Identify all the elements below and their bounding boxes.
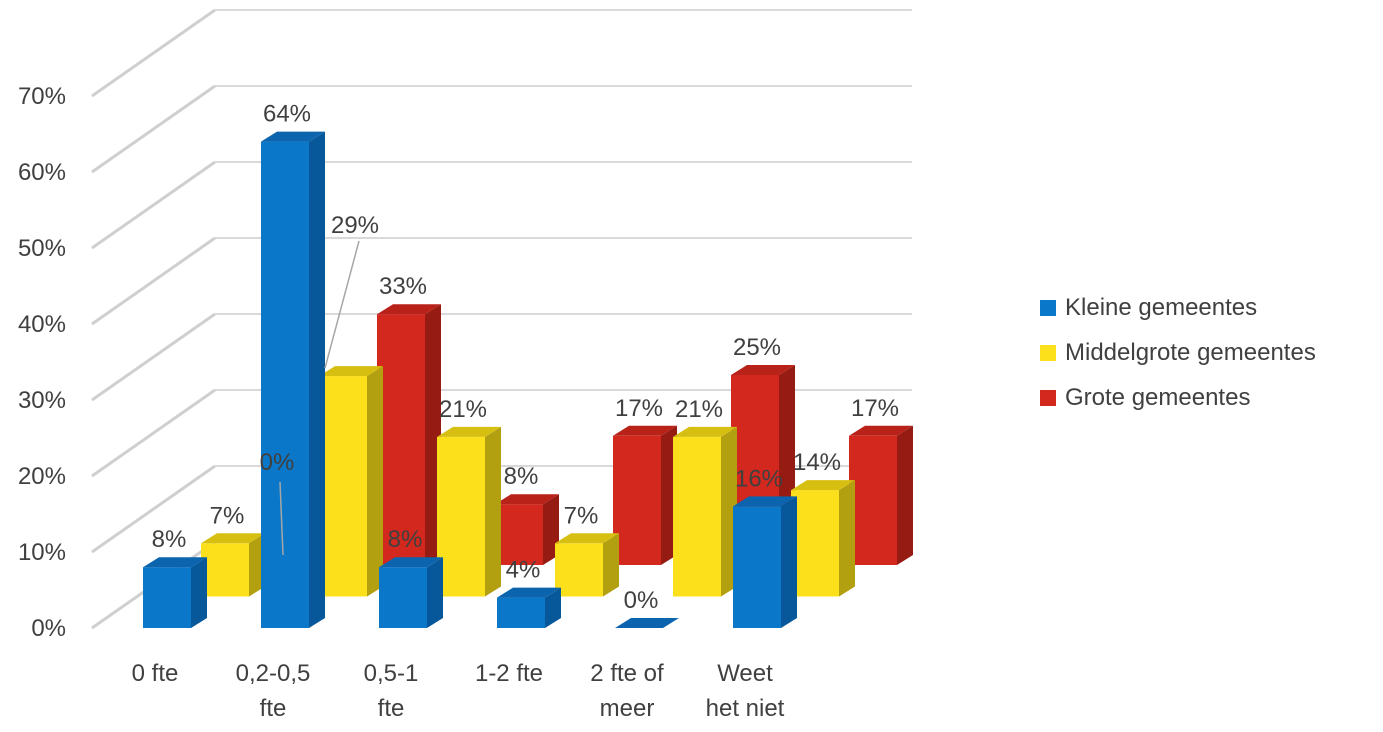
y-tick-label: 60% [18,159,66,186]
gridline-wall [92,10,215,96]
x-tick-label: Weet [717,660,773,687]
gridline-wall [92,238,215,324]
gridline-wall [92,86,215,172]
data-label-kleine-gemeentes-0-2-0-5-fte: 64% [263,101,311,128]
bar-side-kleine-gemeentes-0-5-1-fte [427,557,443,628]
bar-side-middelgrote-gemeentes-weet-het-niet [839,480,855,596]
y-tick-label: 0% [31,615,66,642]
data-label-middelgrote-gemeentes-1-2-fte: 7% [564,502,599,529]
bar-middelgrote-gemeentes-0-5-1-fte [437,437,485,597]
bar-kleine-gemeentes-0-5-1-fte [379,567,427,628]
data-label-grote-gemeentes-0-fte: 0% [260,449,295,476]
data-label-grote-gemeentes-2-fte-of-meer: 25% [733,334,781,361]
x-tick-label: 0,5-1 [364,660,419,687]
bar-side-middelgrote-gemeentes-1-2-fte [603,533,619,596]
x-tick-label: meer [600,695,655,722]
bar-side-middelgrote-gemeentes-0-5-1-fte [485,427,501,597]
gridline-wall [92,314,215,400]
data-label-middelgrote-gemeentes-weet-het-niet: 14% [793,449,841,476]
data-label-grote-gemeentes-weet-het-niet: 17% [851,395,899,422]
data-label-kleine-gemeentes-0-5-1-fte: 8% [388,526,423,553]
x-tick-label: 2 fte of [590,660,664,687]
legend-label-grote: Grote gemeentes [1065,384,1250,412]
bar-middelgrote-gemeentes-2-fte-of-meer [673,437,721,597]
bar-side-kleine-gemeentes-weet-het-niet [781,496,797,628]
bar-kleine-gemeentes-0-fte [143,567,191,628]
x-tick-label: fte [260,695,287,722]
data-label-middelgrote-gemeentes-0-fte: 7% [210,502,245,529]
bar-middelgrote-gemeentes-0-2-0-5-fte [319,376,367,596]
data-label-middelgrote-gemeentes-0-5-1-fte: 21% [439,396,487,423]
legend-label-middelgrote: Middelgrote gemeentes [1065,339,1316,367]
y-tick-label: 20% [18,463,66,490]
bar-kleine-gemeentes-0-2-0-5-fte [261,142,309,628]
legend-item-grote: Grote gemeentes [1040,375,1316,420]
data-label-grote-gemeentes-0-2-0-5-fte: 33% [379,273,427,300]
data-label-grote-gemeentes-1-2-fte: 17% [615,395,663,422]
gridline-wall [92,162,215,248]
legend-item-kleine: Kleine gemeentes [1040,285,1316,330]
x-tick-label: 0 fte [132,660,179,687]
data-label-kleine-gemeentes-weet-het-niet: 16% [735,465,783,492]
legend-item-middelgrote: Middelgrote gemeentes [1040,330,1316,375]
bar-grote-gemeentes-1-2-fte [613,436,661,565]
bar-middelgrote-gemeentes-1-2-fte [555,543,603,596]
bar-side-kleine-gemeentes-0-fte [191,557,207,628]
y-tick-label: 50% [18,235,66,262]
bar-middelgrote-gemeentes-0-fte [201,543,249,596]
data-label-middelgrote-gemeentes-2-fte-of-meer: 21% [675,396,723,423]
bar-top-kleine-gemeentes-2-fte-of-meer [615,618,679,628]
legend-swatch-middelgrote [1040,345,1056,361]
data-label-grote-gemeentes-0-5-1-fte: 8% [504,463,539,490]
y-tick-label: 30% [18,387,66,414]
x-tick-label: 1-2 fte [475,660,543,687]
x-tick-label: fte [378,695,405,722]
bar-grote-gemeentes-weet-het-niet [849,436,897,565]
bar-side-kleine-gemeentes-0-2-0-5-fte [309,132,325,628]
data-label-kleine-gemeentes-1-2-fte: 4% [506,557,541,584]
y-tick-label: 10% [18,539,66,566]
legend: Kleine gemeentes Middelgrote gemeentes G… [1040,285,1316,420]
bar-kleine-gemeentes-1-2-fte [497,598,545,628]
legend-swatch-kleine [1040,300,1056,316]
legend-label-kleine: Kleine gemeentes [1065,294,1257,322]
data-label-kleine-gemeentes-2-fte-of-meer: 0% [624,587,659,614]
bar-kleine-gemeentes-weet-het-niet [733,506,781,628]
x-tick-label: 0,2-0,5 [236,660,311,687]
bar-side-grote-gemeentes-weet-het-niet [897,426,913,565]
bar-middelgrote-gemeentes-weet-het-niet [791,490,839,596]
data-label-kleine-gemeentes-0-fte: 8% [152,526,187,553]
x-tick-label: het niet [706,695,785,722]
data-label-middelgrote-gemeentes-0-2-0-5-fte: 29% [331,212,379,239]
y-tick-label: 70% [18,83,66,110]
bar-side-middelgrote-gemeentes-0-2-0-5-fte [367,366,383,596]
leader-line [325,241,359,368]
gridline-wall [92,390,215,476]
y-tick-label: 40% [18,311,66,338]
legend-swatch-grote [1040,390,1056,406]
